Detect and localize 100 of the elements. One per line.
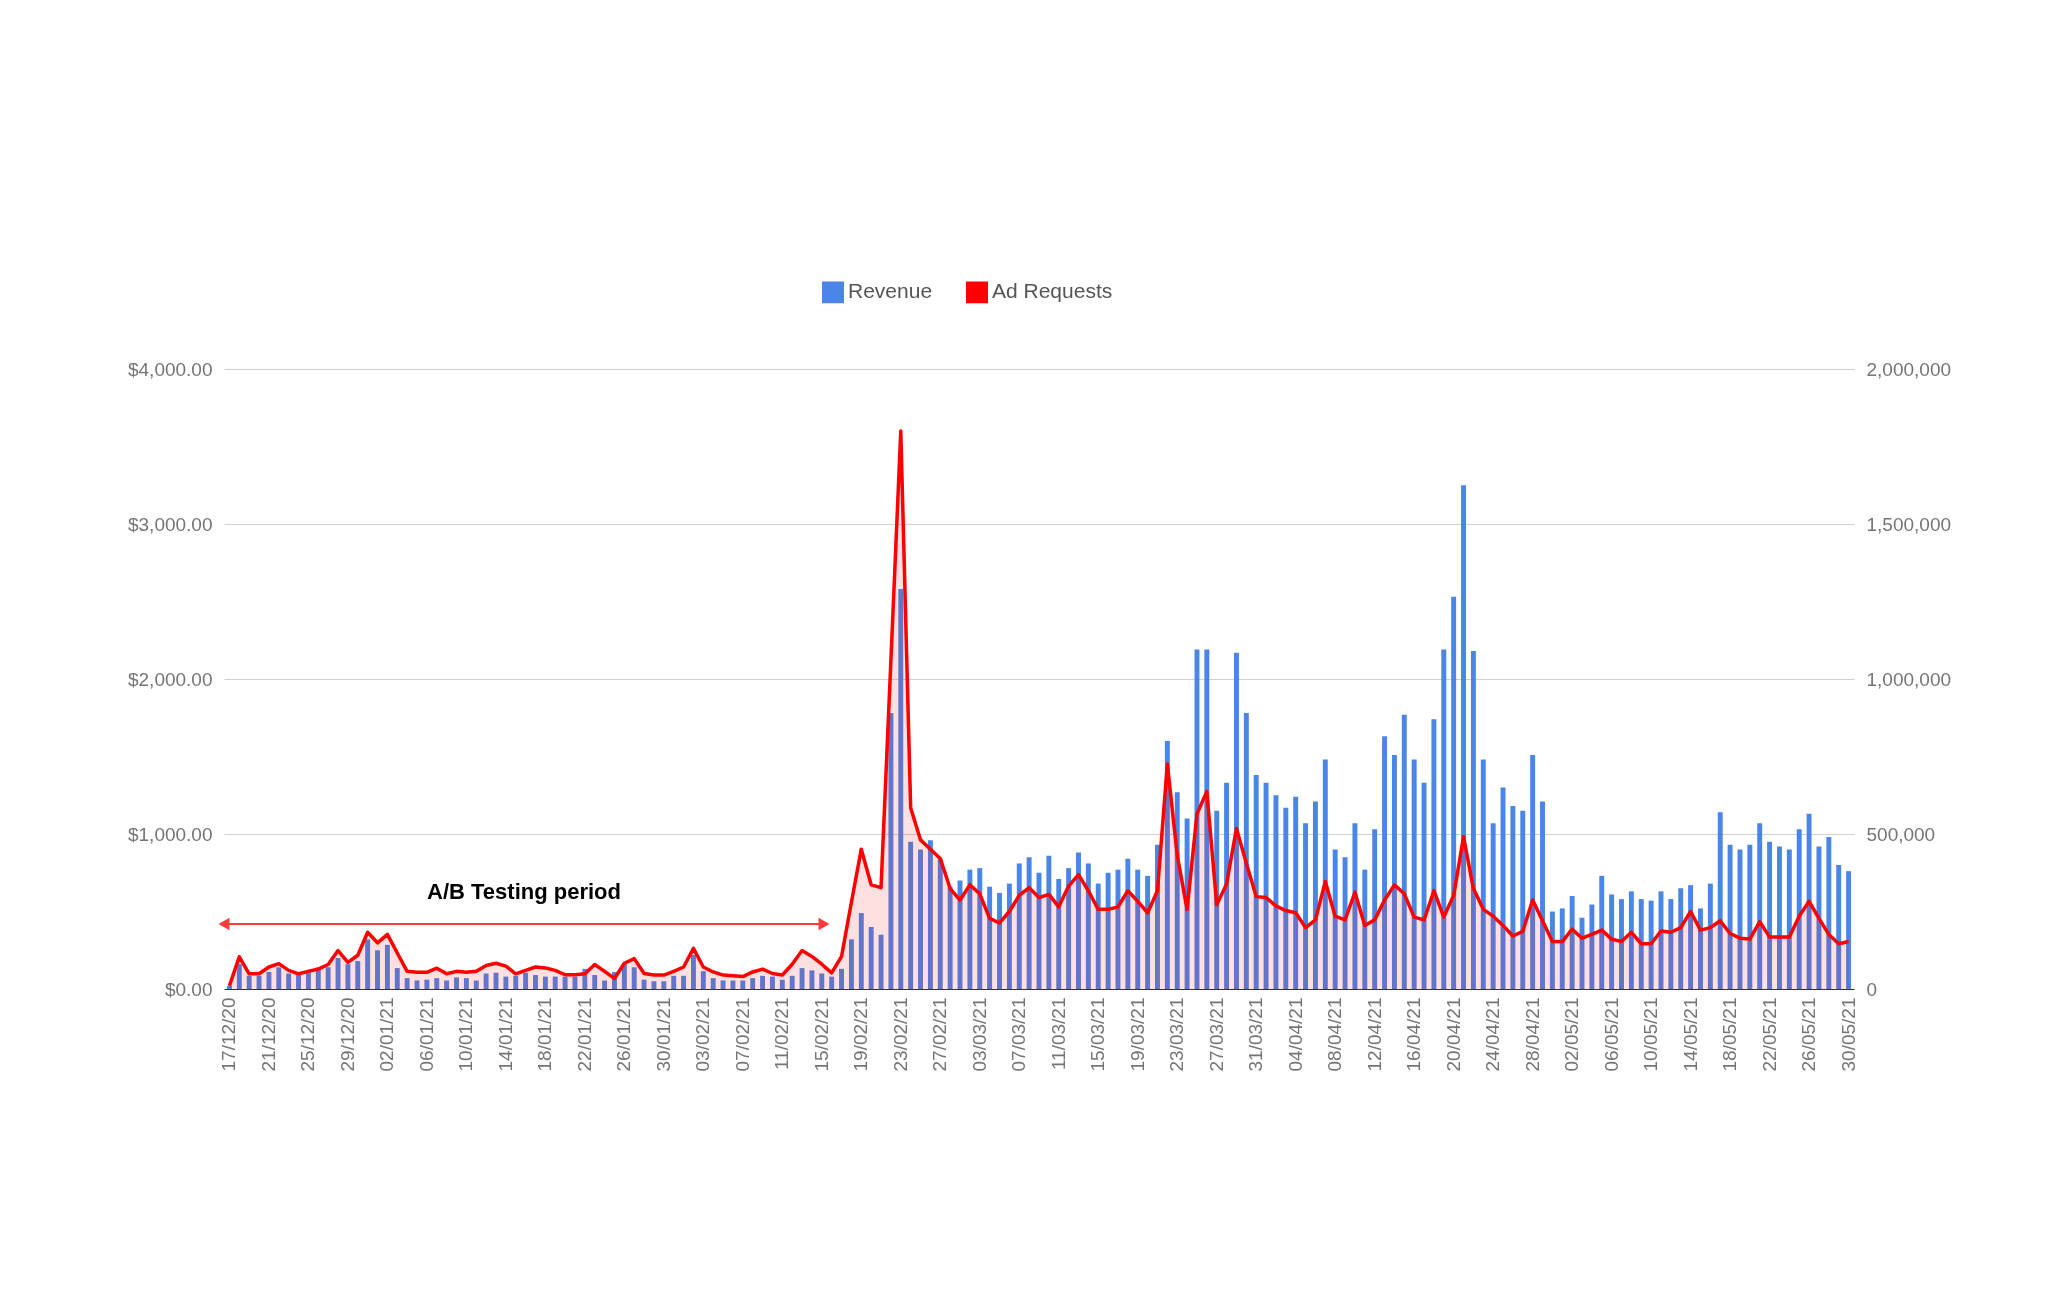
bar	[1372, 829, 1378, 989]
bar	[1510, 806, 1516, 989]
bar	[1757, 823, 1763, 989]
bar	[1717, 812, 1723, 989]
x-tick-label: 24/04/21	[1482, 997, 1504, 1072]
bar	[1135, 869, 1141, 989]
x-tick-label: 19/02/21	[850, 997, 872, 1072]
bar	[1263, 782, 1269, 989]
bar	[1204, 649, 1210, 989]
x-tick-label: 26/05/21	[1798, 997, 1820, 1072]
bar	[1145, 875, 1151, 989]
x-tick-label: 16/04/21	[1403, 997, 1425, 1072]
x-tick-label: 08/04/21	[1324, 997, 1346, 1072]
bar	[236, 964, 242, 989]
x-tick-label: 11/03/21	[1047, 997, 1069, 1071]
bar	[266, 971, 272, 989]
bar	[1540, 801, 1545, 989]
bar	[394, 968, 400, 989]
bar	[1283, 807, 1289, 989]
y-tick-label: $1,000.00	[127, 823, 213, 845]
bar	[1628, 891, 1634, 989]
bar	[1095, 883, 1101, 989]
x-tick-label: 07/03/21	[1008, 997, 1030, 1072]
x-tick-label: 03/03/21	[968, 997, 990, 1072]
bar	[621, 964, 627, 989]
x-tick-label: 26/01/21	[613, 997, 635, 1072]
legend-label: Revenue	[848, 279, 933, 303]
bar	[256, 975, 262, 989]
bar	[602, 980, 608, 989]
bar	[878, 934, 884, 989]
x-tick-label: 11/02/21	[771, 997, 793, 1071]
x-tick-label: 14/05/21	[1679, 997, 1701, 1072]
legend-label: Ad Requests	[992, 279, 1113, 303]
bar	[848, 939, 854, 989]
bar	[1816, 846, 1822, 989]
x-tick-label: 20/04/21	[1442, 997, 1464, 1072]
bar	[681, 975, 687, 989]
bar	[1441, 649, 1447, 989]
y-tick-label: $2,000.00	[127, 668, 213, 690]
bar	[829, 976, 835, 989]
bar	[276, 967, 282, 989]
bar	[1243, 713, 1249, 989]
bar	[365, 939, 371, 989]
x-tick-label: 23/03/21	[1166, 997, 1188, 1072]
x-tick-label: 22/05/21	[1758, 997, 1780, 1072]
bar	[1382, 736, 1388, 989]
bar	[1105, 872, 1111, 989]
bar	[858, 913, 864, 989]
bar	[1678, 888, 1684, 989]
bar	[1569, 896, 1575, 989]
bar	[799, 968, 805, 989]
bar	[296, 975, 302, 989]
bar	[661, 981, 667, 989]
bar	[355, 961, 361, 989]
bar	[1312, 801, 1318, 989]
bar	[1411, 759, 1417, 989]
bar	[1480, 759, 1486, 989]
bar	[1016, 863, 1022, 989]
bar	[641, 979, 647, 989]
x-tick-label: 23/02/21	[889, 997, 911, 1072]
bar	[1401, 714, 1407, 989]
bar	[1589, 904, 1595, 989]
bar	[1085, 863, 1091, 989]
annotation: A/B Testing period	[427, 879, 621, 904]
bar	[720, 980, 726, 989]
bar	[542, 976, 548, 989]
bar	[937, 858, 943, 989]
x-tick-label: 15/03/21	[1087, 997, 1109, 1072]
x-tick-label: 21/12/20	[257, 997, 279, 1072]
bar	[1846, 871, 1852, 989]
y-tick-label: $4,000.00	[127, 358, 213, 380]
x-tick-label: 06/05/21	[1600, 997, 1622, 1072]
x-tick-label: 03/02/21	[692, 997, 714, 1072]
x-tick-label: 12/04/21	[1363, 997, 1385, 1072]
bar	[1619, 899, 1624, 989]
bar	[908, 841, 914, 989]
bar	[1668, 899, 1674, 989]
bar	[375, 950, 380, 989]
x-tick-label: 27/03/21	[1205, 997, 1227, 1072]
bar	[1530, 754, 1536, 989]
x-tick-label: 10/05/21	[1640, 997, 1662, 1072]
bar	[1046, 855, 1052, 989]
bar	[700, 971, 706, 989]
bar	[286, 973, 292, 989]
x-tick-label: 27/02/21	[929, 997, 951, 1072]
bar	[789, 975, 795, 989]
bar	[1391, 754, 1397, 989]
x-tick-label: 30/01/21	[652, 997, 674, 1072]
bar	[1490, 823, 1496, 989]
bar	[1125, 858, 1131, 989]
bar	[1727, 844, 1733, 989]
bar	[592, 975, 598, 989]
bar	[987, 886, 993, 989]
bar	[384, 944, 390, 989]
bar	[819, 973, 825, 989]
y2-tick-label: 1,500,000	[1866, 513, 1952, 535]
x-tick-label: 02/05/21	[1561, 997, 1583, 1072]
bar	[1431, 719, 1437, 989]
bar	[888, 713, 894, 989]
bar	[1836, 865, 1842, 989]
